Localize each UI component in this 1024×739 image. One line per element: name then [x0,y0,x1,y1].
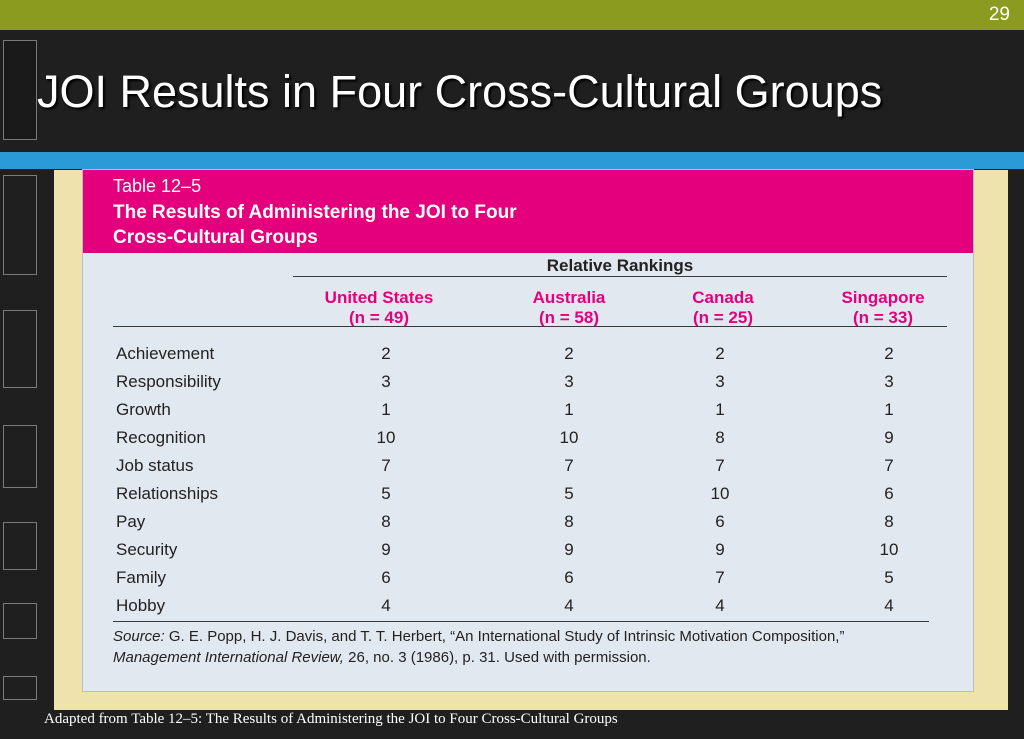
row-label: Recognition [116,428,206,447]
row-label: Hobby [116,596,166,615]
cell-value: 4 [884,596,894,615]
cell-value: 4 [564,596,574,615]
column-name: Canada [692,288,754,307]
table-label: Table 12–5 [113,176,202,196]
decor-square [3,522,37,570]
cell-value: 3 [715,372,725,391]
cell-value: 2 [381,344,391,363]
cell-value: 6 [715,512,725,531]
column-header: Singapore (n = 33) [783,288,983,328]
row-label: Achievement [116,344,215,363]
source-journal: Management International Review, [113,649,344,666]
cell-value: 1 [884,400,894,419]
column-sample-size: (n = 33) [853,308,913,327]
source-details: 26, no. 3 (1986), p. 31. Used with permi… [343,649,651,666]
cell-value: 6 [381,568,391,587]
cell-value: 7 [715,456,725,475]
column-name: Australia [532,288,606,307]
cell-value: 9 [884,428,894,447]
row-label: Family [116,568,167,587]
column-sample-size: (n = 58) [539,308,599,327]
cell-value: 9 [381,540,391,559]
decor-square [3,40,37,140]
column-sample-size: (n = 25) [693,308,753,327]
results-table: Table 12–5 The Results of Administering … [82,169,974,692]
source-prefix: Source: [113,628,165,645]
column-name: Singapore [841,288,925,307]
cell-value: 3 [381,372,391,391]
row-label: Job status [116,456,194,475]
blue-band [0,152,1024,169]
cell-value: 8 [715,428,725,447]
cell-value: 3 [884,372,894,391]
column-header: Australia (n = 58) [469,288,669,328]
row-label: Relationships [116,484,219,503]
cell-value: 3 [564,372,574,391]
cell-value: 1 [715,400,725,419]
cell-value: 9 [715,540,725,559]
table-row: Pay 8 8 6 8 [83,508,973,536]
cell-value: 8 [884,512,894,531]
column-header-rule [113,326,947,327]
cell-value: 10 [376,428,396,447]
cell-value: 7 [381,456,391,475]
table-caption: The Results of Administering the JOI to … [113,202,517,248]
row-label: Pay [116,512,146,531]
row-label: Responsibility [116,372,221,391]
cell-value: 4 [381,596,391,615]
cell-value: 2 [564,344,574,363]
cell-value: 7 [715,568,725,587]
cell-value: 8 [381,512,391,531]
cell-value: 5 [884,568,894,587]
table-row: Family 6 6 7 5 [83,564,973,592]
table-row: Security 9 9 9 10 [83,536,973,564]
top-bar: 29 [0,0,1024,30]
row-label: Security [116,540,178,559]
table-row: Achievement 2 2 2 2 [83,340,973,368]
cell-value: 2 [715,344,725,363]
cell-value: 9 [564,540,574,559]
table-header-band: Table 12–5 The Results of Administering … [83,170,973,253]
slide-number: 29 [988,4,1010,25]
column-header: Canada (n = 25) [623,288,823,328]
source-note: Source: G. E. Popp, H. J. Davis, and T. … [113,626,933,668]
cell-value: 10 [710,484,730,503]
group-header: Relative Rankings [546,256,694,275]
cell-value: 5 [381,484,391,503]
decor-square [3,175,37,275]
column-name: United States [324,288,434,307]
cell-value: 8 [564,512,574,531]
cell-value: 1 [381,400,391,419]
cell-value: 10 [879,540,899,559]
table-row: Hobby 4 4 4 4 [83,592,973,620]
decor-square [3,676,37,700]
cell-value: 7 [884,456,894,475]
cell-value: 5 [564,484,574,503]
column-header: United States (n = 49) [279,288,479,328]
decor-square [3,603,37,639]
row-label: Growth [116,400,171,419]
table-row: Recognition 10 10 8 9 [83,424,973,452]
group-header-rule [293,276,947,277]
cell-value: 1 [564,400,574,419]
cell-value: 6 [884,484,894,503]
cell-value: 10 [559,428,579,447]
decor-square [3,310,37,388]
cell-value: 2 [884,344,894,363]
source-citation: G. E. Popp, H. J. Davis, and T. T. Herbe… [164,628,845,645]
cell-value: 4 [715,596,725,615]
table-bottom-rule [113,621,929,622]
cell-value: 6 [564,568,574,587]
decor-square [3,425,37,488]
slide-title: JOI Results in Four Cross-Cultural Group… [37,66,883,117]
table-row: Responsibility 3 3 3 3 [83,368,973,396]
table-row: Job status 7 7 7 7 [83,452,973,480]
cell-value: 7 [564,456,574,475]
table-row: Relationships 5 5 10 6 [83,480,973,508]
slide-footer: Adapted from Table 12–5: The Results of … [44,711,618,727]
column-sample-size: (n = 49) [349,308,409,327]
table-row: Growth 1 1 1 1 [83,396,973,424]
